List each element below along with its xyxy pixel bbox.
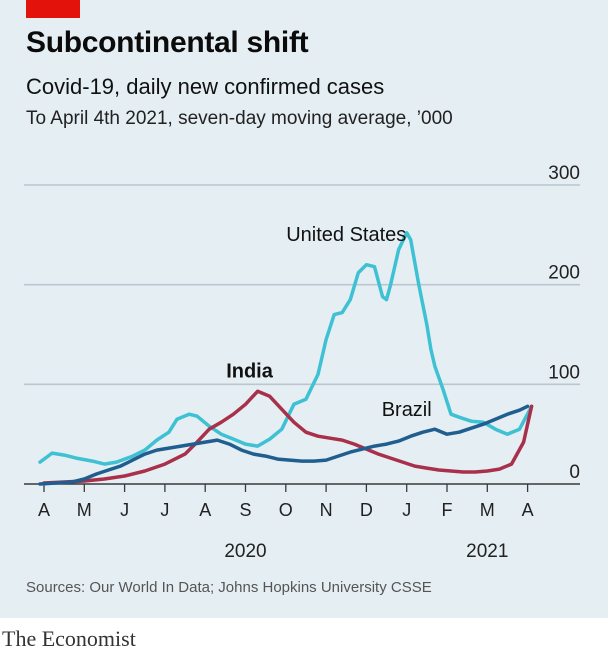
y-tick-label: 300 <box>548 163 580 184</box>
x-tick-label: S <box>239 500 251 520</box>
series-lines <box>38 231 534 486</box>
y-tick-label: 0 <box>569 462 580 483</box>
year-label: 2020 <box>224 541 266 562</box>
series-label-india: India <box>226 360 274 382</box>
year-label: 2021 <box>466 541 508 562</box>
series-line-united-states <box>38 231 534 466</box>
chart-subtitle: Covid-19, daily new confirmed cases <box>26 74 385 99</box>
economist-logo-text: The Economist <box>2 626 136 651</box>
series-line-india <box>42 389 534 485</box>
x-tick-label: J <box>160 500 169 520</box>
chart-source: Sources: Our World In Data; Johns Hopkin… <box>26 579 432 596</box>
x-tick-label: A <box>522 500 534 520</box>
x-tick-label: F <box>442 500 453 520</box>
x-tick-label: A <box>199 500 211 520</box>
x-tick-label: M <box>77 500 92 520</box>
y-tick-label: 200 <box>548 263 580 284</box>
economist-red-tab <box>26 0 80 18</box>
series-line-brazil <box>38 404 530 486</box>
line-chart: 0 100 200 300 A M J J A S O N D J F M A 2020 2021 United … <box>24 163 580 562</box>
x-tick-label: N <box>320 500 333 520</box>
chart-note: To April 4th 2021, seven-day moving aver… <box>26 108 453 129</box>
chart-card: Subcontinental shift Covid-19, daily new… <box>0 0 608 618</box>
x-tick-label: O <box>279 500 293 520</box>
gridlines: 0 100 200 300 <box>24 163 580 483</box>
series-labels: United States India Brazil <box>226 224 432 421</box>
chart-title: Subcontinental shift <box>26 26 309 59</box>
x-tick-label: D <box>360 500 373 520</box>
x-tick-label: J <box>120 500 129 520</box>
x-tick-label: J <box>402 500 411 520</box>
x-tick-label: A <box>38 500 50 520</box>
x-tick-label: M <box>480 500 495 520</box>
series-label-brazil: Brazil <box>382 399 432 421</box>
x-axis: A M J J A S O N D J F M A 2020 2021 <box>24 483 580 562</box>
y-tick-label: 100 <box>548 362 580 383</box>
series-label-united-states: United States <box>286 224 406 246</box>
